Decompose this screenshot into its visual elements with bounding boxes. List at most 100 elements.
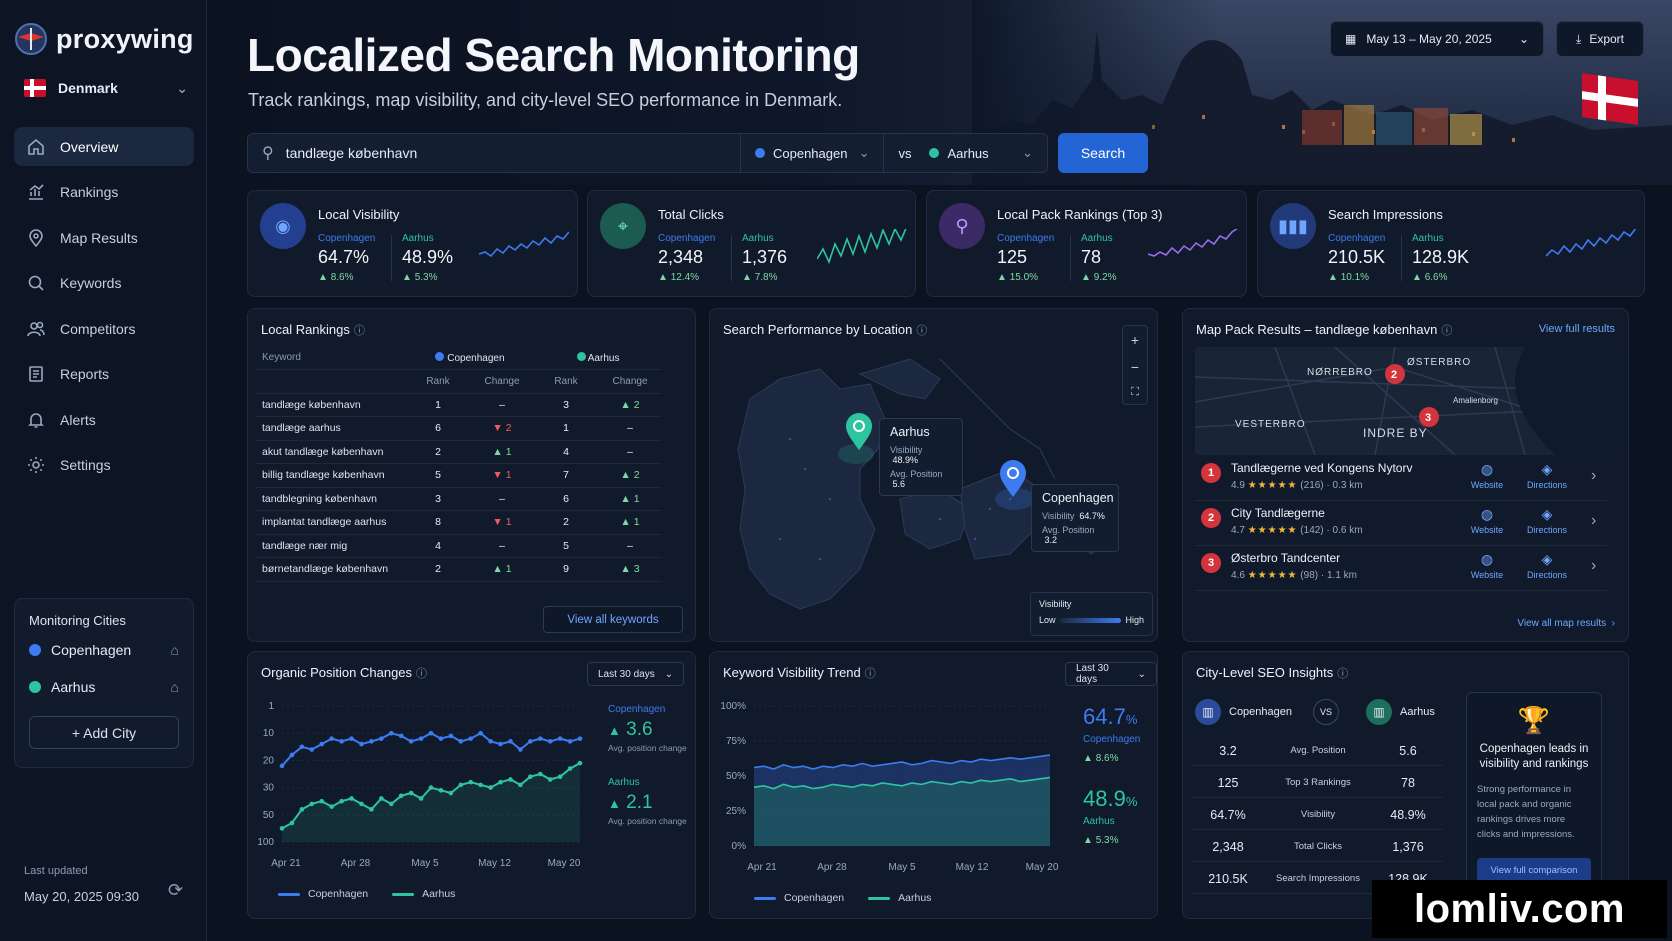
- data-point: [567, 766, 573, 771]
- info-icon[interactable]: ⓘ: [864, 668, 876, 680]
- country-selector[interactable]: Denmark ⌄: [24, 79, 188, 97]
- data-point: [309, 801, 315, 807]
- kpi-b-change: ▲ 5.3%: [402, 272, 438, 283]
- ranking-row[interactable]: akut tandlæge københavn 2 ▲ 1 4 –: [256, 440, 662, 464]
- unit: %: [1125, 794, 1138, 809]
- ranking-row[interactable]: implantat tandlæge aarhus 8 ▼ 1 2 ▲ 1: [256, 510, 662, 535]
- search-input[interactable]: ⚲ tandlæge københavn: [248, 134, 741, 172]
- city-a-select[interactable]: Copenhagen ⌄: [741, 134, 885, 172]
- kpi-a-label: Copenhagen: [997, 233, 1055, 244]
- nav-label: Map Results: [60, 229, 138, 246]
- kpi-card-1[interactable]: ◉ Local Visibility Copenhagen 64.7% ▲ 8.6%…: [247, 190, 578, 297]
- zoom-out-icon[interactable]: −: [1130, 358, 1140, 375]
- map-pack-result[interactable]: 2 City Tandlægerne 4.7 ★★★★★ (142) · 0.6…: [1195, 502, 1607, 546]
- map-pin-2-icon[interactable]: 2: [1385, 364, 1405, 384]
- legend-aarhus: Aarhus: [392, 888, 455, 900]
- ranking-row[interactable]: tandblegning københavn 3 – 6 ▲ 1: [256, 487, 662, 511]
- chevron-right-icon[interactable]: ›: [1591, 467, 1597, 484]
- directions-icon: ◈: [1541, 506, 1553, 522]
- city-copenhagen[interactable]: Copenhagen ⌂: [29, 642, 179, 658]
- city-b-select[interactable]: Aarhus ⌄: [915, 134, 1047, 172]
- ranking-row[interactable]: tandlæge københavn 1 – 3 ▲ 2: [256, 393, 662, 417]
- view-all-keywords-button[interactable]: View all keywords: [543, 606, 683, 633]
- cph-change: ▼ 1: [470, 463, 534, 488]
- info-icon[interactable]: ⓘ: [353, 325, 365, 337]
- info-icon[interactable]: ⓘ: [1337, 668, 1349, 680]
- y-tick-label: 50: [263, 810, 275, 821]
- data-point: [537, 771, 543, 777]
- directions-button[interactable]: ◈ Directions: [1526, 506, 1567, 535]
- nav-competitors[interactable]: Competitors: [14, 309, 194, 348]
- chevron-right-icon[interactable]: ›: [1591, 557, 1597, 574]
- summary-aarhus-name: Aarhus: [1083, 816, 1115, 827]
- refresh-icon[interactable]: ⟳: [168, 880, 184, 900]
- x-tick-label: May 5: [888, 862, 916, 873]
- ranking-row[interactable]: billig tandlæge københavn 5 ▼ 1 7 ▲ 2: [256, 463, 662, 488]
- legend-aarhus: Aarhus: [868, 892, 931, 904]
- map-pack-result[interactable]: 3 Østerbro Tandcenter 4.6 ★★★★★ (98) · 1…: [1195, 547, 1607, 591]
- organic-period-select[interactable]: Last 30 days ⌄: [587, 662, 685, 686]
- view-full-results-link[interactable]: View full results: [1538, 323, 1615, 335]
- kpi-card-4[interactable]: ▮▮▮ Search Impressions Copenhagen 210.5K ▲…: [1257, 190, 1645, 297]
- sidebar: proxywing Denmark ⌄ Overview Rankings Ma…: [0, 0, 207, 941]
- insights-city-a: ▥ Copenhagen: [1195, 699, 1292, 725]
- view-full-comparison-button[interactable]: View full comparison: [1477, 858, 1591, 882]
- chevron-right-icon[interactable]: ›: [1591, 512, 1597, 529]
- search-query: tandlæge københavn: [285, 145, 418, 161]
- website-button[interactable]: ◍ Website: [1465, 461, 1509, 490]
- map-pack-result[interactable]: 1 Tandlægerne ved Kongens Nytorv 4.9 ★★★…: [1195, 457, 1607, 501]
- denmark-flag-image: [1582, 73, 1638, 125]
- ranking-row[interactable]: børnetandlæge københavn 2 ▲ 1 9 ▲ 3: [256, 557, 662, 582]
- fullscreen-icon[interactable]: ⛶: [1131, 385, 1139, 398]
- nav-overview[interactable]: Overview: [14, 127, 194, 166]
- data-point: [408, 739, 414, 744]
- monitoring-cities-title: Monitoring Cities: [29, 613, 126, 628]
- aarhus-map-pin-icon[interactable]: [844, 412, 874, 452]
- period-label: Last 30 days: [598, 668, 655, 680]
- pin-icon: ⚲: [939, 203, 985, 249]
- kpi-title: Total Clicks: [658, 207, 724, 222]
- export-button[interactable]: ⤓ Export: [1556, 21, 1644, 57]
- website-button[interactable]: ◍ Website: [1465, 551, 1509, 580]
- data-point: [329, 736, 334, 741]
- view-all-map-results-link[interactable]: View all map results ›: [1517, 618, 1615, 629]
- add-city-button[interactable]: + Add City: [29, 716, 179, 749]
- nav-map-results[interactable]: Map Results: [14, 218, 194, 257]
- nav-keywords[interactable]: Keywords: [14, 264, 194, 303]
- kpi-sparkline: [817, 229, 907, 265]
- cph-change: ▲ 1: [470, 440, 534, 464]
- kpi-a-label: Copenhagen: [658, 233, 716, 244]
- search-performance-map-card: Search Performance by Location ⓘ Aarhus V…: [709, 308, 1158, 642]
- unit: %: [1125, 712, 1138, 727]
- map-pin-3-icon[interactable]: 3: [1419, 407, 1439, 427]
- info-icon[interactable]: ⓘ: [916, 325, 928, 337]
- info-icon[interactable]: ⓘ: [1441, 325, 1453, 337]
- date-range-picker[interactable]: ▦ May 13 – May 20, 2025 ⌄: [1330, 21, 1544, 57]
- directions-button[interactable]: ◈ Directions: [1526, 551, 1567, 580]
- kpi-card-3[interactable]: ⚲ Local Pack Rankings (Top 3) Copenhagen…: [926, 190, 1247, 297]
- bars-icon: ▮▮▮: [1270, 203, 1316, 249]
- directions-button[interactable]: ◈ Directions: [1526, 461, 1567, 490]
- website-button[interactable]: ◍ Website: [1465, 506, 1509, 535]
- map-pack-map[interactable]: NØRREBRO ØSTERBRO VESTERBRO INDRE BY Ama…: [1195, 347, 1618, 455]
- aarhus-rank: 3: [534, 393, 598, 417]
- kpi-card-2[interactable]: ⌖ Total Clicks Copenhagen 2,348 ▲ 12.4% Aa…: [587, 190, 916, 297]
- nav-reports[interactable]: Reports: [14, 355, 194, 394]
- brand-logo[interactable]: proxywing: [14, 22, 194, 56]
- ranking-row[interactable]: tandlæge aarhus 6 ▼ 2 1 –: [256, 416, 662, 441]
- nav-rankings[interactable]: Rankings: [14, 173, 194, 212]
- y-tick-label: 10: [263, 728, 275, 739]
- search-button[interactable]: Search: [1058, 133, 1148, 173]
- ranking-row[interactable]: tandlæge nær mig 4 – 5 –: [256, 534, 662, 558]
- visibility-period-select[interactable]: Last 30 days ⌄: [1065, 662, 1157, 686]
- city-aarhus[interactable]: Aarhus ⌂: [29, 679, 179, 695]
- kpi-b-change: ▲ 9.2%: [1081, 272, 1117, 283]
- zoom-in-icon[interactable]: +: [1130, 331, 1140, 348]
- kpi-b-label: Aarhus: [742, 233, 774, 244]
- copenhagen-vis: 64.7%: [1079, 511, 1105, 521]
- info-icon[interactable]: ⓘ: [416, 668, 428, 680]
- cph-change: ▼ 1: [470, 510, 534, 535]
- copenhagen-map-pin-icon[interactable]: [998, 459, 1028, 499]
- nav-alerts[interactable]: Alerts: [14, 400, 194, 439]
- nav-settings[interactable]: Settings: [14, 446, 194, 485]
